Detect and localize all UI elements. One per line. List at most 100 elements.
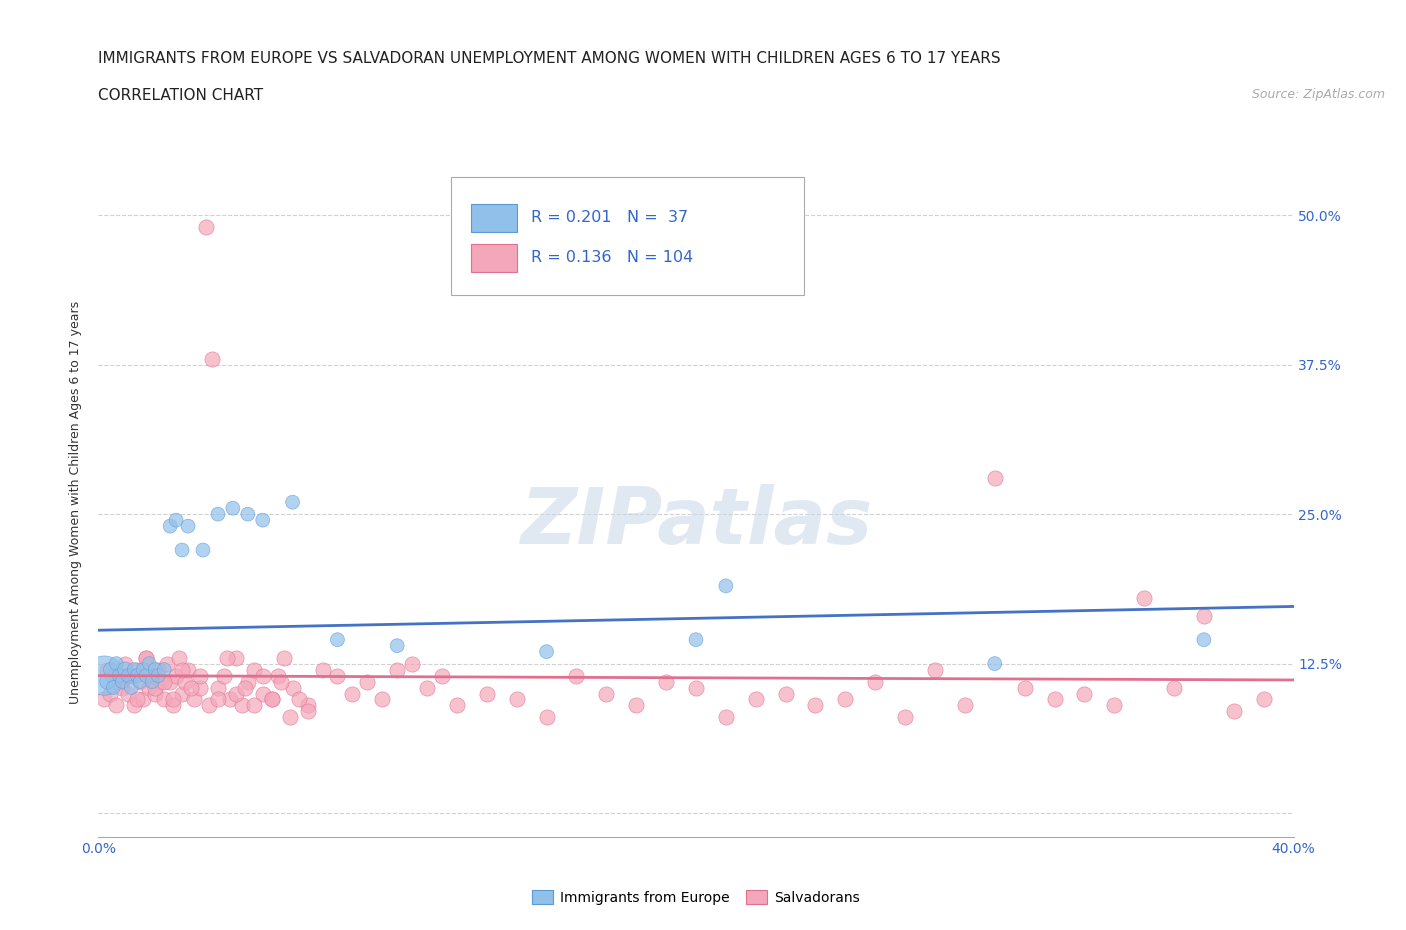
Point <box>174 674 197 689</box>
Point <box>127 662 149 677</box>
Point <box>834 692 856 707</box>
Point <box>1104 698 1126 713</box>
Point <box>1043 692 1066 707</box>
Point <box>138 657 160 671</box>
Point <box>775 686 797 701</box>
Point <box>162 692 184 707</box>
Point <box>506 692 529 707</box>
Point <box>685 680 707 695</box>
Point <box>172 542 194 557</box>
Point <box>100 686 122 701</box>
Point <box>93 668 115 683</box>
Point <box>135 668 157 683</box>
Point <box>1133 591 1156 605</box>
Y-axis label: Unemployment Among Women with Children Ages 6 to 17 years: Unemployment Among Women with Children A… <box>69 300 83 704</box>
Point <box>188 668 211 683</box>
Point <box>924 662 946 677</box>
Point <box>243 662 266 677</box>
Point <box>124 698 146 713</box>
Bar <box>471 244 517 272</box>
Point <box>401 657 423 671</box>
Point <box>1192 632 1215 647</box>
Point <box>162 698 184 713</box>
Point <box>153 662 176 677</box>
Point <box>177 662 200 677</box>
Text: ZIPatlas: ZIPatlas <box>520 485 872 560</box>
Point <box>273 650 295 665</box>
Point <box>111 680 134 695</box>
Point <box>188 680 211 695</box>
Point <box>685 632 707 647</box>
Point <box>243 698 266 713</box>
Point <box>231 698 253 713</box>
Point <box>536 710 558 724</box>
Point <box>96 662 118 677</box>
Point <box>120 680 142 695</box>
Point <box>865 674 887 689</box>
Point <box>225 650 247 665</box>
Point <box>127 668 149 683</box>
Legend: Immigrants from Europe, Salvadorans: Immigrants from Europe, Salvadorans <box>527 884 865 910</box>
Point <box>167 650 190 665</box>
Point <box>984 471 1007 485</box>
Point <box>105 698 128 713</box>
Point <box>96 674 118 689</box>
Point <box>565 668 588 683</box>
Point <box>165 668 187 683</box>
Point <box>894 710 917 724</box>
Point <box>371 692 394 707</box>
Point <box>129 674 152 689</box>
Point <box>114 657 136 671</box>
Point <box>953 698 976 713</box>
Text: IMMIGRANTS FROM EUROPE VS SALVADORAN UNEMPLOYMENT AMONG WOMEN WITH CHILDREN AGES: IMMIGRANTS FROM EUROPE VS SALVADORAN UNE… <box>98 51 1001 66</box>
Point <box>153 674 176 689</box>
Point <box>143 686 166 701</box>
Point <box>430 668 453 683</box>
Point <box>180 680 202 695</box>
Point <box>138 680 160 695</box>
Point <box>148 662 170 677</box>
Point <box>446 698 468 713</box>
Point <box>117 668 139 683</box>
Point <box>191 542 214 557</box>
Point <box>311 662 333 677</box>
Text: R = 0.136   N = 104: R = 0.136 N = 104 <box>531 250 693 265</box>
Point <box>385 638 409 653</box>
Point <box>120 668 142 683</box>
Point <box>281 680 304 695</box>
Point <box>236 507 259 522</box>
Point <box>207 507 229 522</box>
Point <box>1163 680 1185 695</box>
Point <box>108 668 131 683</box>
Point <box>159 674 181 689</box>
Point <box>103 680 125 695</box>
Point <box>129 674 152 689</box>
Point <box>236 674 259 689</box>
Point <box>127 692 149 707</box>
Point <box>172 662 194 677</box>
Point <box>278 710 301 724</box>
Point <box>100 662 122 677</box>
Point <box>124 662 146 677</box>
Point <box>215 650 238 665</box>
Point <box>141 668 163 683</box>
Point <box>342 686 364 701</box>
Point <box>225 686 247 701</box>
Point <box>714 710 737 724</box>
Point <box>183 692 205 707</box>
Point <box>212 668 235 683</box>
Point <box>148 668 170 683</box>
Point <box>114 662 136 677</box>
Point <box>252 668 274 683</box>
Point <box>1073 686 1095 701</box>
Point <box>1253 692 1275 707</box>
Point <box>1192 608 1215 623</box>
Point <box>150 674 173 689</box>
Point <box>356 674 378 689</box>
Point <box>626 698 648 713</box>
Point <box>108 674 131 689</box>
Point <box>135 650 157 665</box>
Point <box>1223 704 1246 719</box>
Point <box>270 674 292 689</box>
Point <box>159 519 181 534</box>
